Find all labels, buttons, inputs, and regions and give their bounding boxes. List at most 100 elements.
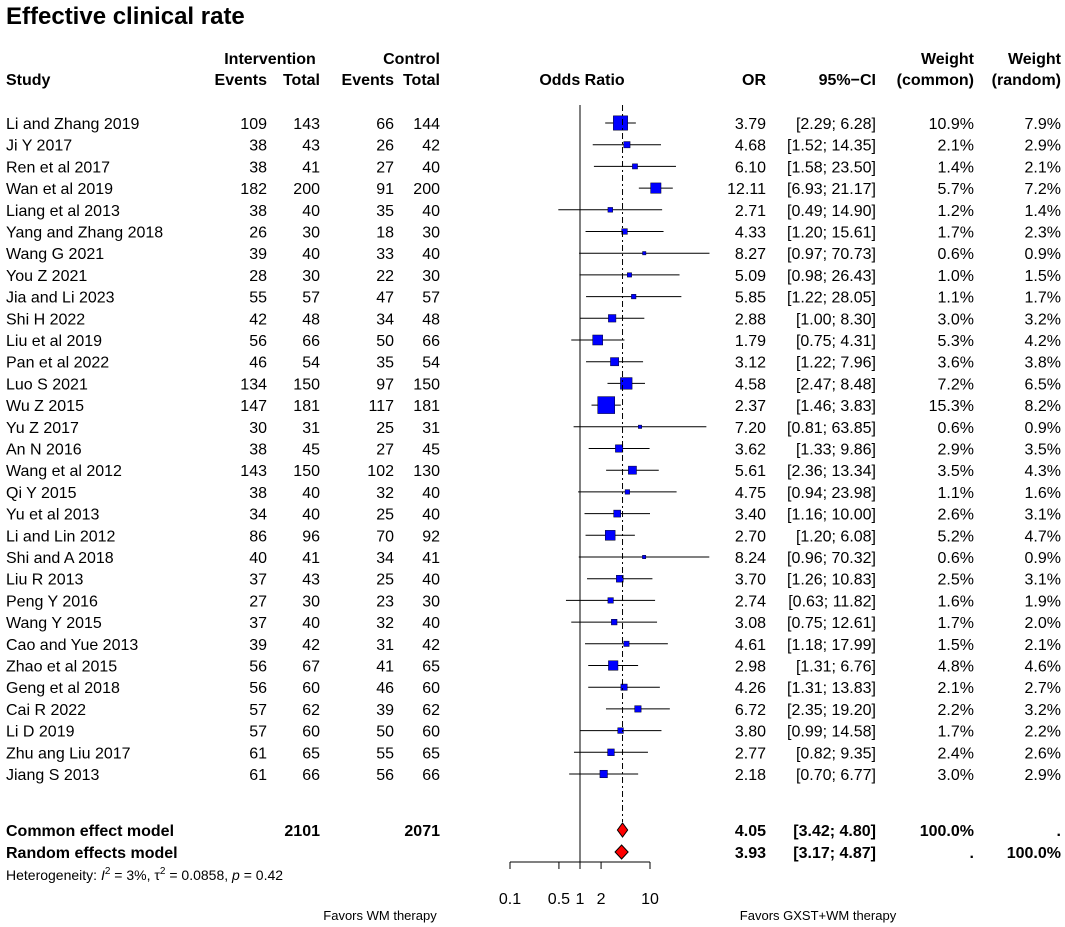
weight-common: 2.6% — [938, 507, 974, 524]
total-intervention: 143 — [293, 116, 320, 133]
total-control: 150 — [413, 376, 440, 393]
weight-random: 1.4% — [1025, 203, 1061, 220]
total-control: 31 — [422, 420, 440, 437]
ci-value: [2.36; 13.34] — [787, 463, 876, 480]
study-name: Cao and Yue 2013 — [6, 637, 138, 654]
events-intervention: 34 — [249, 507, 267, 524]
events-intervention: 38 — [249, 485, 267, 502]
summary-weight-common: . — [970, 845, 974, 862]
header-random: (random) — [992, 72, 1061, 89]
weight-common: 1.0% — [938, 268, 974, 285]
ci-value: [1.22; 28.05] — [787, 290, 876, 307]
x-tick-label: 2 — [597, 891, 606, 908]
events-intervention: 42 — [249, 311, 267, 328]
study-name: Luo S 2021 — [6, 376, 88, 393]
total-control: 65 — [422, 659, 440, 676]
effect-square — [613, 115, 628, 131]
total-intervention: 40 — [302, 203, 320, 220]
header-events-int: Events — [215, 72, 268, 89]
weight-random: 2.0% — [1025, 615, 1061, 632]
header-weight-random: Weight — [1008, 51, 1062, 68]
weight-random: 1.7% — [1025, 290, 1061, 307]
table-row: Pan et al 2022 46 54 35 54 3.12 [1.22; 7.96] 3.… — [6, 355, 1061, 372]
ci-value: [2.35; 19.20] — [787, 702, 876, 719]
events-control: 91 — [376, 181, 394, 198]
effect-square — [607, 207, 613, 213]
events-control: 34 — [376, 550, 394, 567]
summary-label: Common effect model — [6, 823, 174, 840]
study-name: You Z 2021 — [6, 268, 87, 285]
odds-ratio-value: 6.72 — [735, 702, 766, 719]
odds-ratio-value: 4.58 — [735, 376, 766, 393]
odds-ratio-value: 3.40 — [735, 507, 766, 524]
weight-common: 2.5% — [938, 572, 974, 589]
total-control: 40 — [422, 203, 440, 220]
ci-value: [1.18; 17.99] — [787, 637, 876, 654]
ci-value: [0.94; 23.98] — [787, 485, 876, 502]
events-control: 32 — [376, 485, 394, 502]
table-row: Zhao et al 2015 56 67 41 65 2.98 [1.31; 6.76] 4… — [6, 659, 1061, 676]
header-total-ctl: Total — [403, 72, 440, 89]
effect-square — [608, 660, 619, 671]
table-row: Wan et al 2019 182 200 91 200 12.11 [6.93; 21.… — [6, 181, 1061, 198]
events-control: 102 — [367, 463, 394, 480]
weight-common: 3.6% — [938, 355, 974, 372]
study-name: Liu et al 2019 — [6, 333, 102, 350]
table-row: Li and Lin 2012 86 96 70 92 2.70 [1.20; 6.08] 5… — [6, 528, 1061, 545]
total-intervention: 30 — [302, 268, 320, 285]
table-row: Cao and Yue 2013 39 42 31 42 4.61 [1.18; 17.99… — [6, 637, 1061, 654]
study-name: Yang and Zhang 2018 — [6, 225, 163, 242]
odds-ratio-value: 6.10 — [735, 159, 766, 176]
odds-ratio-value: 2.71 — [735, 203, 766, 220]
events-control: 55 — [376, 745, 394, 762]
events-intervention: 39 — [249, 246, 267, 263]
table-row: Jiang S 2013 61 66 56 66 2.18 [0.70; 6.77] 3.0%… — [6, 767, 1061, 784]
study-name: Wan et al 2019 — [6, 181, 113, 198]
weight-common: 5.3% — [938, 333, 974, 350]
weight-common: 1.4% — [938, 159, 974, 176]
weight-common: 1.7% — [938, 724, 974, 741]
odds-ratio-value: 4.26 — [735, 680, 766, 697]
total-control: 40 — [422, 572, 440, 589]
total-control: 200 — [413, 181, 440, 198]
odds-ratio-value: 2.74 — [735, 593, 766, 610]
study-name: Wang Y 2015 — [6, 615, 102, 632]
odds-ratio-value: 3.79 — [735, 116, 766, 133]
study-name: Wang et al 2012 — [6, 463, 122, 480]
ci-value: [0.81; 63.85] — [787, 420, 876, 437]
header-common: (common) — [897, 72, 974, 89]
total-intervention: 96 — [302, 528, 320, 545]
weight-common: 1.1% — [938, 290, 974, 307]
weight-random: 1.6% — [1025, 485, 1061, 502]
weight-random: 8.2% — [1025, 398, 1061, 415]
weight-random: 2.9% — [1025, 138, 1061, 155]
odds-ratio-value: 4.33 — [735, 225, 766, 242]
odds-ratio-value: 4.75 — [735, 485, 766, 502]
events-control: 27 — [376, 159, 394, 176]
total-control: 144 — [413, 116, 440, 133]
study-name: Qi Y 2015 — [6, 485, 77, 502]
weight-common: 0.6% — [938, 420, 974, 437]
ci-value: [0.75; 12.61] — [787, 615, 876, 632]
events-intervention: 86 — [249, 528, 267, 545]
total-intervention: 40 — [302, 615, 320, 632]
weight-common: 0.6% — [938, 550, 974, 567]
study-name: Geng et al 2018 — [6, 680, 120, 697]
study-name: Li and Lin 2012 — [6, 528, 116, 545]
total-control: 57 — [422, 290, 440, 307]
study-name: Zhu ang Liu 2017 — [6, 745, 131, 762]
events-intervention: 147 — [240, 398, 267, 415]
study-name: Jia and Li 2023 — [6, 290, 115, 307]
effect-square — [615, 444, 624, 453]
effect-square — [628, 465, 637, 475]
weight-random: 4.3% — [1025, 463, 1061, 480]
header-control: Control — [383, 51, 440, 68]
total-control: 60 — [422, 680, 440, 697]
total-intervention: 41 — [302, 159, 320, 176]
table-row: Geng et al 2018 56 60 46 60 4.26 [1.31; 13.83]… — [6, 680, 1061, 697]
odds-ratio-value: 3.80 — [735, 724, 766, 741]
odds-ratio-value: 2.70 — [735, 528, 766, 545]
weight-common: 2.4% — [938, 745, 974, 762]
summary-row: Random effects model 3.93 [3.17; 4.87]. 100… — [6, 845, 1061, 862]
effect-square — [592, 334, 603, 346]
